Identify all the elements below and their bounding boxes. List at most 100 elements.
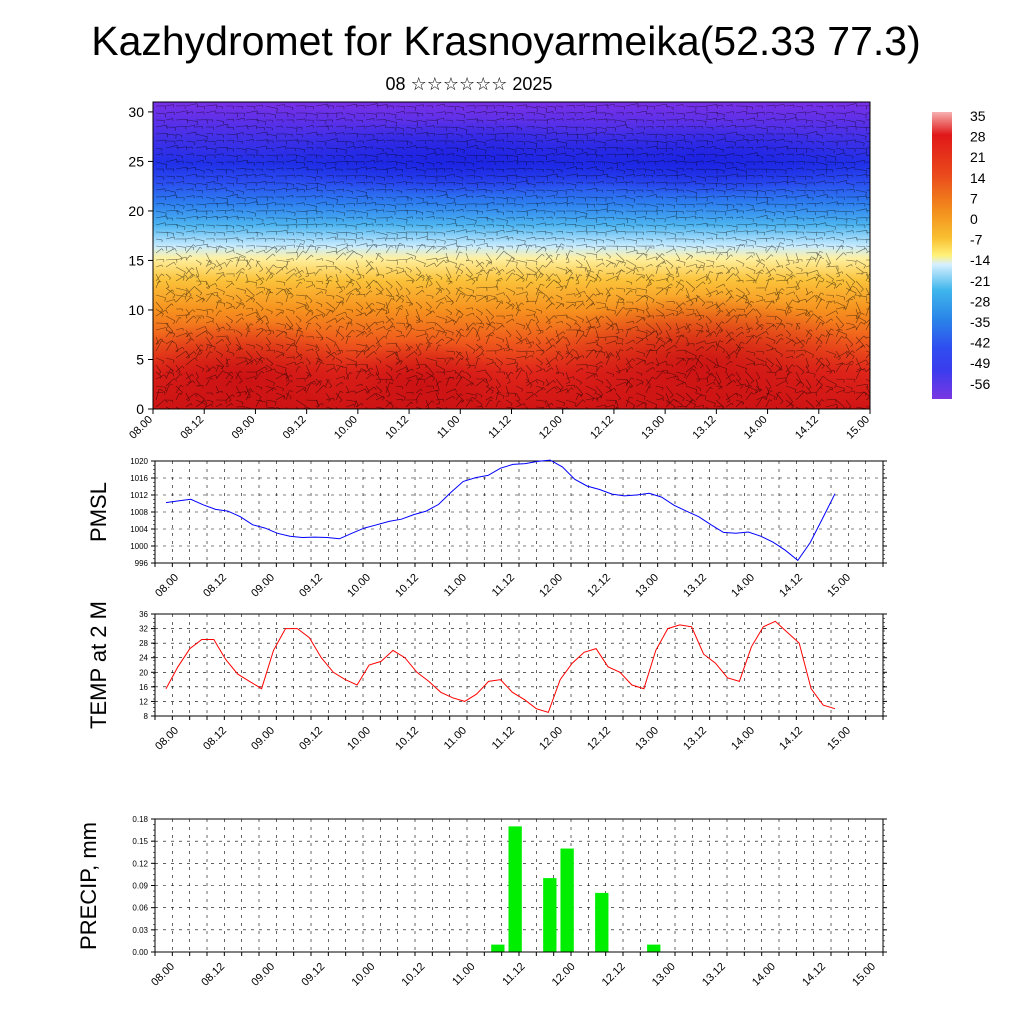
- wind-barb-flag: [334, 236, 337, 241]
- wind-barb: [165, 322, 174, 332]
- wind-barb: [475, 315, 483, 323]
- wind-barb-flag: [800, 279, 804, 282]
- wind-barb: [695, 295, 699, 303]
- wind-barb-flag: [702, 240, 705, 244]
- wind-barb: [275, 259, 288, 262]
- wind-barb-flag: [715, 303, 718, 308]
- wind-barb: [315, 287, 327, 291]
- wind-barb-flag: [284, 282, 286, 286]
- wind-barb: [175, 224, 186, 228]
- wind-barb: [315, 246, 319, 254]
- wind-barb: [725, 166, 737, 170]
- wind-barb: [165, 118, 173, 121]
- wind-barb: [545, 181, 553, 184]
- wind-barb: [155, 133, 168, 135]
- wind-barb: [525, 236, 535, 240]
- wind-barb: [335, 326, 341, 338]
- wind-barb: [165, 261, 175, 268]
- wind-barb: [745, 208, 755, 212]
- wind-barb-flag: [473, 322, 477, 326]
- wind-barb-flag: [674, 234, 677, 238]
- wind-barb-flag: [350, 319, 353, 323]
- wind-barb: [175, 181, 184, 184]
- wind-barb: [215, 133, 224, 136]
- wind-barb-flag: [252, 299, 255, 303]
- wind-barb: [355, 287, 361, 294]
- wind-barb-flag: [860, 321, 864, 325]
- wind-barb: [475, 160, 483, 163]
- wind-barb: [835, 217, 848, 220]
- wind-barb: [765, 175, 774, 177]
- wind-barb: [575, 334, 584, 345]
- wind-barb-flag: [875, 143, 876, 146]
- wind-barb: [505, 294, 511, 302]
- wind-barb: [465, 273, 476, 282]
- wind-barb-flag: [708, 281, 712, 285]
- wind-barb: [215, 322, 221, 331]
- wind-barb-flag: [563, 146, 565, 150]
- wind-barb-flag: [309, 300, 313, 304]
- wind-barb-flag: [511, 257, 516, 260]
- wind-barb: [245, 196, 257, 200]
- wind-barb-flag: [732, 266, 736, 270]
- wind-barb: [535, 283, 541, 296]
- wind-barb: [625, 118, 637, 121]
- wind-barb-flag: [255, 174, 257, 178]
- wind-barb: [265, 288, 269, 296]
- wind-barb: [185, 195, 194, 198]
- wind-barb: [655, 322, 663, 333]
- wind-barb-flag: [705, 276, 708, 280]
- wind-barb-flag: [751, 327, 753, 330]
- wind-barb: [215, 231, 225, 234]
- wind-barb: [425, 308, 432, 313]
- wind-barb: [525, 147, 536, 150]
- wind-barb-flag: [661, 253, 665, 256]
- wind-barb: [785, 112, 797, 115]
- wind-barb: [765, 237, 774, 240]
- wind-barb: [605, 216, 614, 219]
- wind-barb: [815, 257, 821, 268]
- wind-barb: [725, 124, 736, 128]
- wind-barb: [685, 308, 695, 311]
- wind-barb-flag: [368, 287, 372, 290]
- wind-barb: [335, 311, 346, 317]
- wind-barb: [405, 210, 417, 212]
- wind-barb-flag: [183, 271, 186, 276]
- wind-barb-flag: [580, 264, 583, 268]
- wind-barb: [685, 324, 690, 331]
- wind-barb: [565, 315, 577, 322]
- wind-barb-flag: [271, 272, 275, 275]
- wind-barb: [185, 338, 193, 345]
- wind-barb: [815, 112, 826, 116]
- wind-barb: [715, 133, 726, 136]
- wind-barb: [315, 133, 323, 135]
- wind-barb-flag: [877, 174, 878, 178]
- wind-barb: [195, 111, 204, 114]
- wind-barb-flag: [564, 285, 567, 290]
- wind-barb: [725, 104, 733, 107]
- wind-barb-flag: [464, 157, 466, 161]
- wind-barb-flag: [712, 188, 714, 191]
- wind-barb: [395, 154, 404, 157]
- wind-barb-flag: [784, 276, 786, 281]
- wind-barb-flag: [752, 205, 754, 209]
- wind-barb: [305, 168, 318, 171]
- wind-barb-flag: [724, 164, 727, 168]
- wind-barb: [315, 154, 323, 157]
- wind-barb-flag: [600, 347, 603, 351]
- wind-barb: [825, 119, 834, 122]
- wind-barb-flag: [288, 292, 292, 295]
- wind-barb: [225, 189, 234, 193]
- wind-barb-flag: [721, 321, 725, 324]
- wind-barb-flag: [719, 253, 723, 256]
- wind-barb: [855, 112, 867, 115]
- wind-barb-flag: [205, 330, 208, 335]
- wind-barb: [865, 231, 870, 233]
- wind-barb-flag: [447, 277, 452, 280]
- wind-barb: [485, 146, 494, 149]
- wind-barb: [245, 224, 253, 227]
- wind-barb: [595, 168, 604, 172]
- wind-barb-flag: [716, 104, 718, 109]
- wind-barb-flag: [484, 142, 486, 146]
- wind-barb: [515, 104, 527, 107]
